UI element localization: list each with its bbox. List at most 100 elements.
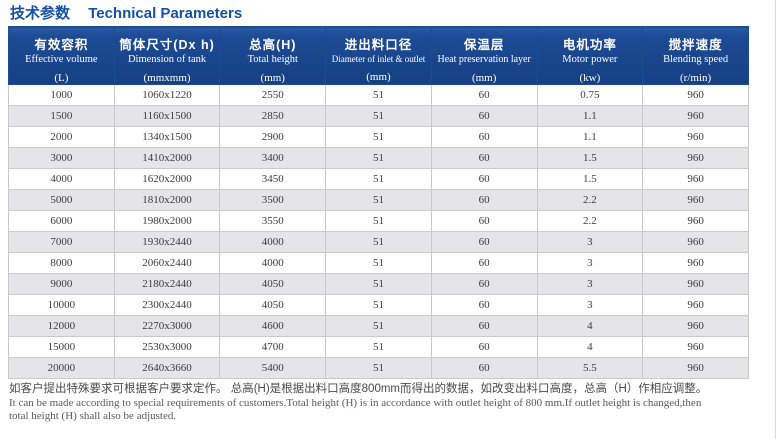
column-header-en: Effective volume xyxy=(25,54,98,65)
technical-parameters-table: 有效容积 Effective volume (L) 筒体尺寸(Dx h) Dimensi… xyxy=(8,26,749,379)
table-cell: 960 xyxy=(642,294,749,316)
header-row: 有效容积 Effective volume (L) 筒体尺寸(Dx h) Dimensi… xyxy=(8,26,749,85)
table-cell: 1810x2000 xyxy=(113,189,221,211)
table-cell: 7000 xyxy=(8,231,115,253)
table-cell: 4050 xyxy=(219,273,327,295)
footnote: 如客户提出特殊要求可根据客户要求定作。 总高(H)是根据出料口高度800mm而得… xyxy=(9,382,757,423)
table-cell: 960 xyxy=(642,105,749,127)
page-title-zh: 技术参数 xyxy=(10,5,71,22)
column-header-unit: (mm) xyxy=(260,72,285,84)
table-cell: 60 xyxy=(430,84,538,106)
table-cell: 960 xyxy=(642,252,749,274)
table-cell: 3 xyxy=(536,231,644,253)
table-cell: 1980x2000 xyxy=(113,210,221,232)
table-cell: 51 xyxy=(325,84,432,106)
table-cell: 6000 xyxy=(8,210,115,232)
footnote-en-line2: total height (H) shall also be adjusted. xyxy=(9,410,177,422)
table-row: 1000 1060x1220 2550 51 60 0.75 960 xyxy=(8,84,749,106)
table-cell: 4 xyxy=(536,336,644,358)
table-cell: 1930x2440 xyxy=(113,231,221,253)
column-header: 筒体尺寸(Dx h) Dimension of tank (mmxmm) xyxy=(113,26,221,85)
table-row: 4000 1620x2000 3450 51 60 1.5 960 xyxy=(8,168,749,190)
table-cell: 2530x3000 xyxy=(113,336,221,358)
column-header-en: Blending speed xyxy=(663,54,729,65)
table-cell: 960 xyxy=(642,231,749,253)
table-cell: 4050 xyxy=(219,294,327,316)
table-row: 9000 2180x2440 4050 51 60 3 960 xyxy=(8,273,749,295)
table-cell: 3400 xyxy=(219,147,327,169)
table-cell: 960 xyxy=(642,273,749,295)
table-cell: 60 xyxy=(430,294,538,316)
table-cell: 51 xyxy=(325,105,432,127)
table-cell: 2900 xyxy=(219,126,327,148)
table-body: 1000 1060x1220 2550 51 60 0.75 960 1500 1160x150… xyxy=(8,84,749,379)
footnote-en-line1: It can be made according to special requ… xyxy=(9,397,702,409)
table-cell: 5000 xyxy=(8,189,115,211)
table-cell: 4000 xyxy=(8,168,115,190)
page-edge-divider xyxy=(775,0,776,439)
table-row: 2000 1340x1500 2900 51 60 1.1 960 xyxy=(8,126,749,148)
column-header-en: Dimension of tank xyxy=(127,54,207,65)
table-cell: 10000 xyxy=(8,294,115,316)
column-header-unit: (mm) xyxy=(366,71,391,83)
table-cell: 51 xyxy=(325,252,432,274)
table-cell: 2180x2440 xyxy=(113,273,221,295)
table-cell: 51 xyxy=(325,315,432,337)
table-cell: 60 xyxy=(430,189,538,211)
table-cell: 960 xyxy=(642,357,749,379)
column-header-unit: (kw) xyxy=(579,72,601,84)
table-cell: 51 xyxy=(325,189,432,211)
table-row: 20000 2640x3660 5400 51 60 5.5 960 xyxy=(8,357,749,379)
table-cell: 1620x2000 xyxy=(113,168,221,190)
table-row: 3000 1410x2000 3400 51 60 1.5 960 xyxy=(8,147,749,169)
column-header-en: Diameter of inlet & outlet xyxy=(331,54,426,64)
table-cell: 2850 xyxy=(219,105,327,127)
table-cell: 4000 xyxy=(219,252,327,274)
table-cell: 1160x1500 xyxy=(113,105,221,127)
page-title-en: Technical Parameters xyxy=(88,5,243,22)
column-header: 电机功率 Motor power (kw) xyxy=(536,26,644,85)
table-row: 15000 2530x3000 4700 51 60 4 960 xyxy=(8,336,749,358)
column-header-zh: 保温层 xyxy=(463,38,505,52)
table-cell: 3000 xyxy=(8,147,115,169)
table-cell: 1.1 xyxy=(536,126,644,148)
column-header-zh: 电机功率 xyxy=(562,38,617,52)
table-cell: 2550 xyxy=(219,84,327,106)
column-header-unit: (mmxmm) xyxy=(143,72,191,84)
table-cell: 5400 xyxy=(219,357,327,379)
table-cell: 4 xyxy=(536,315,644,337)
table-cell: 9000 xyxy=(8,273,115,295)
table-row: 5000 1810x2000 3500 51 60 2.2 960 xyxy=(8,189,749,211)
table-cell: 3 xyxy=(536,273,644,295)
table-cell: 3 xyxy=(536,294,644,316)
table-cell: 1410x2000 xyxy=(113,147,221,169)
table-row: 10000 2300x2440 4050 51 60 3 960 xyxy=(8,294,749,316)
table-cell: 1.5 xyxy=(536,147,644,169)
table-cell: 51 xyxy=(325,231,432,253)
table-row: 7000 1930x2440 4000 51 60 3 960 xyxy=(8,231,749,253)
table-cell: 1.5 xyxy=(536,168,644,190)
column-header-en: Motor power xyxy=(562,54,618,65)
table-cell: 60 xyxy=(430,168,538,190)
table-cell: 51 xyxy=(325,294,432,316)
table-cell: 60 xyxy=(430,273,538,295)
table-cell: 51 xyxy=(325,273,432,295)
table-row: 12000 2270x3000 4600 51 60 4 960 xyxy=(8,315,749,337)
column-header-zh: 筒体尺寸(Dx h) xyxy=(119,38,215,52)
table-cell: 3500 xyxy=(219,189,327,211)
column-header-zh: 搅拌速度 xyxy=(668,38,723,52)
table-cell: 960 xyxy=(642,210,749,232)
table-cell: 51 xyxy=(325,147,432,169)
table-cell: 60 xyxy=(430,336,538,358)
table-cell: 1000 xyxy=(8,84,115,106)
table-cell: 15000 xyxy=(8,336,115,358)
table-row: 1500 1160x1500 2850 51 60 1.1 960 xyxy=(8,105,749,127)
table-cell: 60 xyxy=(430,147,538,169)
table-cell: 4600 xyxy=(219,315,327,337)
column-header: 搅拌速度 Blending speed (r/min) xyxy=(642,26,749,85)
column-header: 进出料口径 Diameter of inlet & outlet (mm) xyxy=(325,26,432,85)
table-cell: 2060x2440 xyxy=(113,252,221,274)
table-cell: 3450 xyxy=(219,168,327,190)
table-cell: 60 xyxy=(430,315,538,337)
table-cell: 51 xyxy=(325,357,432,379)
